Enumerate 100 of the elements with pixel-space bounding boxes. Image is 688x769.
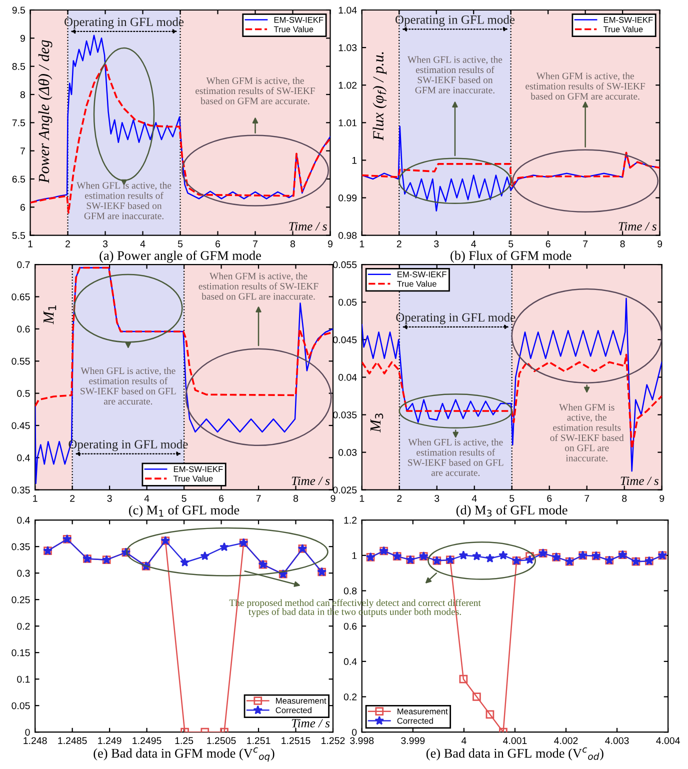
y-tick-label: 0.1 — [17, 676, 30, 683]
band-label: Operating in GFL mode — [396, 15, 515, 26]
y-tick-label: 0.8 — [344, 587, 357, 594]
x-tick-label: 4 — [461, 737, 466, 744]
band-label: Operating in GFL mode — [396, 312, 516, 324]
annotation: When GFL is active, the estimation results of SW-IEKF based on GFL are accurate. — [408, 438, 504, 476]
legend-label: Measurement — [276, 698, 326, 704]
legend-label: True Value — [274, 26, 314, 32]
y-tick-label: 5.5 — [12, 232, 26, 239]
y-tick-label: 1.02 — [338, 82, 357, 89]
y-tick-label: 0.45 — [12, 422, 30, 430]
y-tick-label: 0.7 — [17, 261, 30, 268]
legend-label: True Value — [603, 26, 643, 32]
x-tick-label: 2 — [397, 494, 402, 502]
y-tick-label: 0.35 — [12, 543, 30, 550]
y-tick-label: 0.2 — [17, 622, 30, 630]
y-tick-label: 0.55 — [12, 358, 30, 365]
x-tick-label: 1.2485 — [58, 737, 87, 744]
x-tick-label: 6 — [216, 240, 220, 248]
legend-label: EM-SW-IEKF — [274, 16, 324, 23]
y-axis-title: Flux (φ$_{f}$) / p.u. — [372, 52, 387, 141]
x-tick-label: 9 — [660, 494, 664, 502]
x-tick-label: 6 — [546, 240, 550, 248]
y-tick-label: 0.35 — [12, 486, 30, 494]
x-tick-label: 3 — [434, 240, 439, 248]
x-tick-label: 1.25 — [175, 737, 194, 744]
y-tick-label: 1.01 — [338, 119, 357, 126]
y-tick-label: 8.5 — [12, 63, 26, 70]
y-axis-title: Power Angle (Δθ) / deg — [38, 40, 52, 184]
x-tick-label: 8 — [620, 240, 625, 248]
annotation: When GFM is active, the estimation results of SW-IEKF based on GFM are accurate. — [196, 77, 315, 104]
x-tick-label: 2 — [66, 240, 70, 248]
x-tick-label: 4 — [471, 240, 476, 248]
x-tick-label: 4 — [140, 240, 146, 248]
text: (b) Flux of GFM mode — [450, 250, 572, 263]
text: (a) Power angle of GFM mode — [100, 250, 261, 263]
x-tick-label: 2 — [70, 494, 75, 502]
x-tick-label: 1.252 — [322, 737, 345, 744]
y-tick-label: 0.5 — [17, 390, 30, 397]
y-tick-label: 0.25 — [12, 596, 30, 604]
annotation: When GFM is active, the estimation results of SW-IEKF based on GFL are inaccurate. — [550, 404, 624, 462]
y-tick-label: 6 — [20, 204, 25, 211]
y-tick-label: 0 — [25, 728, 30, 736]
band-label: Operating in GFL mode — [64, 17, 184, 29]
y-tick-label: 0.2 — [344, 693, 357, 700]
legend-label: True Value — [397, 280, 436, 287]
y-tick-label: 0.4 — [17, 516, 30, 524]
y-tick-label: 0.035 — [333, 411, 357, 418]
legend-label: EM-SW-IEKF — [604, 16, 653, 23]
y-tick-label: 0.15 — [12, 649, 30, 656]
y-tick-label: 0.03 — [338, 449, 357, 456]
annotation: When GFL is active, the estimation results of SW-IEKF based on GFM are inaccurate. — [408, 56, 502, 94]
y-tick-label: 0.99 — [338, 194, 357, 202]
x-tick-label: 6 — [219, 494, 224, 502]
y-tick-label: 1.03 — [338, 44, 357, 52]
legend-label: EM-SW-IEKF — [174, 466, 223, 472]
legend-label: Corrected — [397, 718, 433, 724]
y-tick-label: 1 — [352, 552, 357, 559]
x-tick-label: 4 — [144, 495, 150, 502]
text: (e) Bad data in GFM mode (V$^{c}$$_{oq}$) — [94, 747, 274, 762]
x-tick-label: 1.2515 — [282, 737, 310, 744]
x-tick-label: 7 — [584, 495, 590, 502]
x-tick-label: 3 — [434, 494, 440, 502]
x-tick-label: 4.001 — [503, 737, 527, 744]
x-tick-label: 4.003 — [605, 737, 629, 744]
y-axis-title: M$_{1}$ — [44, 306, 56, 324]
x-tick-label: 9 — [328, 240, 332, 248]
x-axis-title: Time / s — [618, 222, 656, 231]
legend-label: Measurement — [398, 708, 448, 714]
text: (e) Bad data in GFL mode (V$^{c}$$_{od}$) — [426, 747, 604, 760]
x-tick-label: 1 — [33, 495, 38, 502]
x-axis-title: Time / s — [289, 222, 327, 231]
annotation: When GFL is active, the estimation results of SW-IEKF based on GFM are inaccurate. — [76, 182, 172, 220]
x-tick-label: 8 — [290, 240, 296, 248]
y-tick-label: 9 — [20, 34, 25, 42]
y-tick-label: 0 — [352, 728, 357, 736]
x-tick-label: 7 — [583, 240, 588, 248]
y-tick-label: 0.3 — [17, 570, 30, 577]
x-tick-label: 1.251 — [247, 737, 270, 744]
x-tick-label: 3.999 — [401, 737, 425, 744]
x-tick-label: 6 — [547, 494, 552, 502]
x-tick-label: 1.249 — [98, 737, 122, 744]
y-tick-label: 0.045 — [333, 336, 357, 344]
x-tick-label: 1 — [360, 240, 364, 248]
y-tick-label: 1.04 — [338, 6, 357, 14]
y-tick-label: 0.4 — [344, 658, 357, 666]
y-axis-title: M$_{3}$ — [370, 414, 384, 433]
x-tick-label: 4.002 — [554, 737, 578, 744]
y-tick-label: 0.05 — [338, 298, 357, 306]
x-tick-label: 1 — [360, 495, 364, 502]
y-tick-label: 0.98 — [338, 232, 357, 239]
y-tick-label: 1.2 — [344, 516, 357, 524]
legend-label: True Value — [173, 475, 213, 482]
legend-label: Corrected — [276, 707, 312, 714]
x-tick-label: 8 — [293, 494, 298, 502]
x-axis-title: Time / s — [620, 476, 658, 486]
annotation: When GFM is active, the estimation results of SW-IEKF based on GFM are accurate. — [526, 72, 646, 100]
y-tick-label: 7.5 — [12, 119, 26, 126]
x-tick-label: 1.2495 — [132, 737, 162, 744]
y-tick-label: 0.65 — [12, 293, 30, 300]
